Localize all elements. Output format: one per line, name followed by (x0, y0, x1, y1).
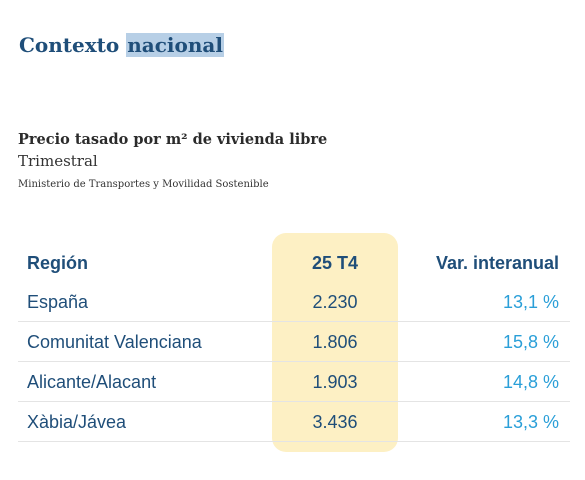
table-row: Alicante/Alacant 1.903 14,8 % (18, 362, 570, 402)
heading-text-plain: Contexto (19, 33, 120, 57)
row-value: 3.436 (312, 412, 358, 432)
table-subtitle: Precio tasado por m² de vivienda libre (18, 131, 328, 148)
header-period: 25 T4 (311, 253, 359, 273)
row-region: España (27, 292, 89, 312)
section-heading: Contexto nacional (19, 33, 224, 57)
row-variation: 13,1 % (502, 292, 559, 312)
period-column-highlight (272, 233, 398, 452)
price-table: Región 25 T4 Var. interanual España 2.23… (18, 244, 570, 442)
table-source: Ministerio de Transportes y Movilidad So… (18, 179, 269, 190)
heading-text-selected: nacional (126, 33, 224, 57)
table-row: Comunitat Valenciana 1.806 15,8 % (18, 322, 570, 362)
row-region: Comunitat Valenciana (27, 332, 202, 352)
table-row: Xàbia/Jávea 3.436 13,3 % (18, 402, 570, 442)
table-row: España 2.230 13,1 % (18, 282, 570, 322)
row-region: Xàbia/Jávea (27, 412, 127, 432)
row-variation: 13,3 % (502, 412, 559, 432)
row-value: 1.903 (312, 372, 358, 392)
header-region: Región (27, 253, 88, 273)
row-value: 2.230 (312, 292, 358, 312)
table-frequency: Trimestral (18, 152, 98, 170)
row-region: Alicante/Alacant (27, 372, 157, 392)
row-variation: 15,8 % (502, 332, 559, 352)
header-variation: Var. interanual (435, 253, 559, 273)
row-value: 1.806 (312, 332, 358, 352)
table-header-row: Región 25 T4 Var. interanual (18, 244, 570, 282)
row-variation: 14,8 % (502, 372, 559, 392)
